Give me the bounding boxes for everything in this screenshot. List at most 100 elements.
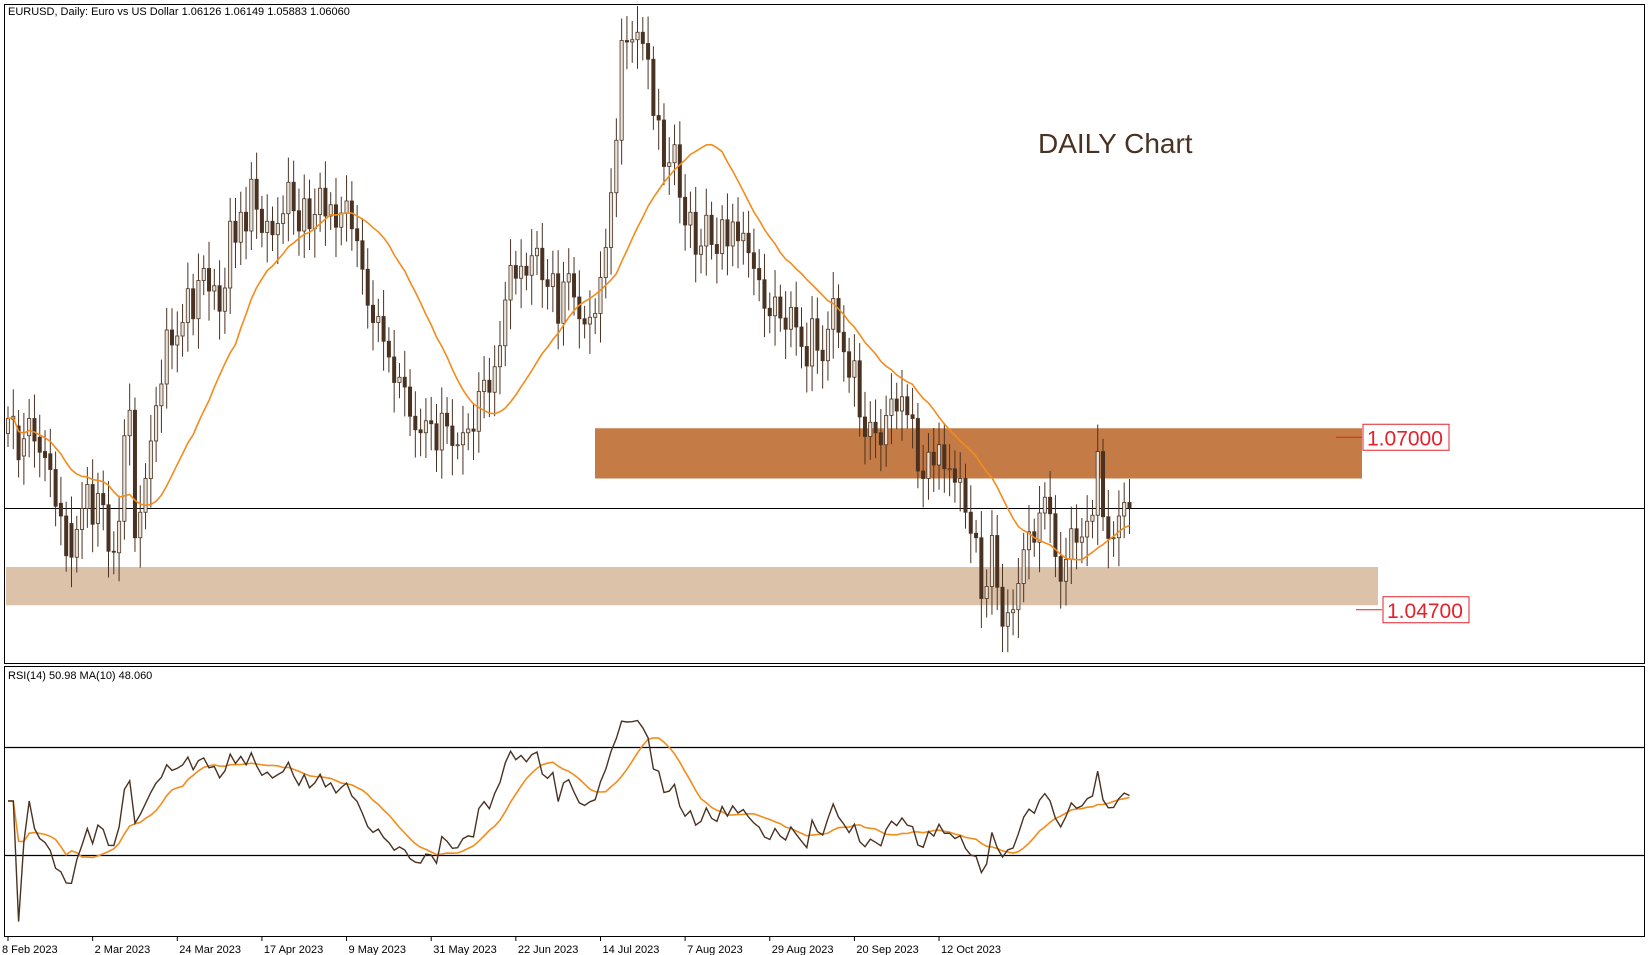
candle-body-bear	[408, 386, 413, 417]
candle	[1042, 482, 1047, 530]
candle	[889, 373, 894, 445]
candle	[487, 357, 492, 418]
candle	[1106, 489, 1111, 569]
candle	[318, 172, 323, 232]
candle-body-bull	[519, 265, 524, 279]
candle-body-bear	[37, 436, 42, 453]
candle-body-bull	[74, 529, 79, 558]
candle	[762, 253, 767, 338]
candle-body-bear	[841, 331, 846, 353]
candle-body-bull	[900, 396, 905, 412]
candle-body-bull	[619, 40, 624, 141]
candle	[984, 569, 989, 618]
candle	[138, 485, 143, 568]
candle	[1116, 490, 1121, 567]
candle	[640, 17, 645, 61]
candle	[736, 197, 741, 269]
main-chart-header: EURUSD, Daily: Euro vs US Dollar 1.06126…	[8, 6, 350, 18]
candle-body-bull	[122, 435, 127, 522]
candle-body-bear	[873, 421, 878, 434]
candles-group	[6, 6, 1132, 653]
candle	[799, 307, 804, 369]
candle	[228, 197, 233, 314]
candle-body-bull	[788, 307, 793, 330]
candle	[238, 191, 243, 266]
x-tick-label: 22 Jun 2023	[518, 944, 579, 955]
candle-body-bear	[640, 31, 645, 44]
candle	[402, 350, 407, 417]
candle	[603, 228, 608, 299]
x-tick-label: 31 May 2023	[433, 944, 497, 955]
candle-body-bull	[672, 144, 677, 164]
candle-body-bear	[402, 376, 407, 388]
candle-body-bull	[503, 299, 508, 347]
candle-body-bear	[217, 285, 222, 312]
candle	[550, 250, 555, 313]
candle-body-bear	[53, 469, 58, 507]
candle-body-bear	[259, 208, 264, 233]
level-label-lower-group: 1.04700	[1356, 596, 1470, 624]
candle-body-bull	[180, 322, 185, 337]
level-label-upper-group: 1.07000	[1336, 423, 1450, 451]
level-label-upper: 1.07000	[1367, 427, 1443, 450]
candle	[418, 408, 423, 457]
candle	[720, 205, 725, 270]
candle-body-bull	[630, 39, 635, 43]
candle-body-bear	[1101, 451, 1106, 518]
candle	[931, 428, 936, 492]
x-tick-label: 17 Apr 2023	[264, 944, 323, 955]
candle	[48, 428, 53, 498]
candle	[159, 359, 164, 433]
candle	[1079, 518, 1084, 564]
candle-body-bull	[281, 213, 286, 224]
candle-body-bull	[275, 223, 280, 236]
candle	[698, 228, 703, 274]
candle-body-bull	[222, 287, 227, 312]
x-tick-label: 24 Mar 2023	[179, 944, 241, 955]
x-tick-label: 8 Feb 2023	[2, 944, 58, 955]
candle-body-bear	[878, 432, 883, 446]
candle-body-bull	[439, 412, 444, 451]
candle-body-bull	[598, 277, 603, 314]
candle	[466, 413, 471, 451]
candle-body-bear	[799, 326, 804, 347]
candle	[963, 463, 968, 529]
candle	[635, 6, 640, 69]
candle	[1037, 486, 1042, 573]
candle-body-bull	[460, 432, 465, 446]
candle-body-bear	[540, 247, 545, 281]
candle	[164, 307, 169, 409]
candle-body-bull	[831, 298, 836, 330]
candle-body-bear	[386, 340, 391, 358]
candle	[672, 124, 677, 186]
candle-body-bear	[429, 420, 434, 425]
candle-body-bull	[238, 211, 243, 243]
candle-body-bull	[635, 31, 640, 41]
candle	[1026, 505, 1031, 580]
candle-body-bear	[191, 288, 196, 320]
candle-body-bull	[825, 328, 830, 362]
level-box-upper	[1362, 423, 1450, 451]
candle	[1064, 537, 1069, 606]
candle	[841, 305, 846, 382]
candle-body-bear	[921, 470, 926, 479]
candle	[201, 255, 206, 296]
candle-body-bull	[148, 440, 153, 479]
candle	[852, 334, 857, 407]
candle	[270, 206, 275, 252]
candle-body-bear	[762, 279, 767, 309]
candle-body-bull	[1021, 549, 1026, 584]
level-box-lower	[1382, 596, 1470, 624]
candle-body-bear	[1074, 528, 1079, 543]
candle	[942, 423, 947, 493]
candle-body-bull	[185, 288, 190, 323]
candle	[32, 394, 37, 468]
candle-body-bull	[85, 484, 90, 509]
candle	[37, 414, 42, 478]
candle	[455, 432, 460, 460]
candle	[408, 369, 413, 437]
candle	[746, 210, 751, 278]
candle-body-bear	[693, 211, 698, 255]
candle-body-bear	[132, 409, 137, 539]
candle	[80, 481, 85, 560]
